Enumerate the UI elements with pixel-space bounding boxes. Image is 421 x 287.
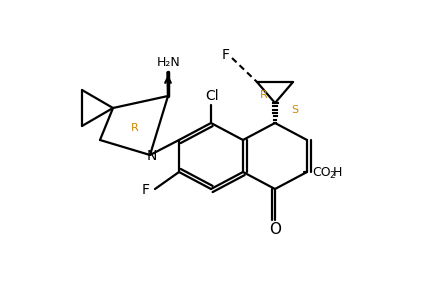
Text: 2: 2	[329, 170, 335, 179]
Text: R: R	[131, 123, 139, 133]
Text: H₂N: H₂N	[157, 55, 181, 69]
Text: O: O	[269, 222, 281, 236]
Text: F: F	[142, 183, 150, 197]
Text: H: H	[332, 166, 342, 179]
Text: N: N	[147, 149, 157, 163]
Text: Cl: Cl	[205, 89, 219, 103]
Text: CO: CO	[313, 166, 331, 179]
Text: F: F	[222, 48, 230, 62]
Text: S: S	[291, 105, 298, 115]
Polygon shape	[167, 72, 169, 96]
Text: R: R	[260, 90, 268, 100]
